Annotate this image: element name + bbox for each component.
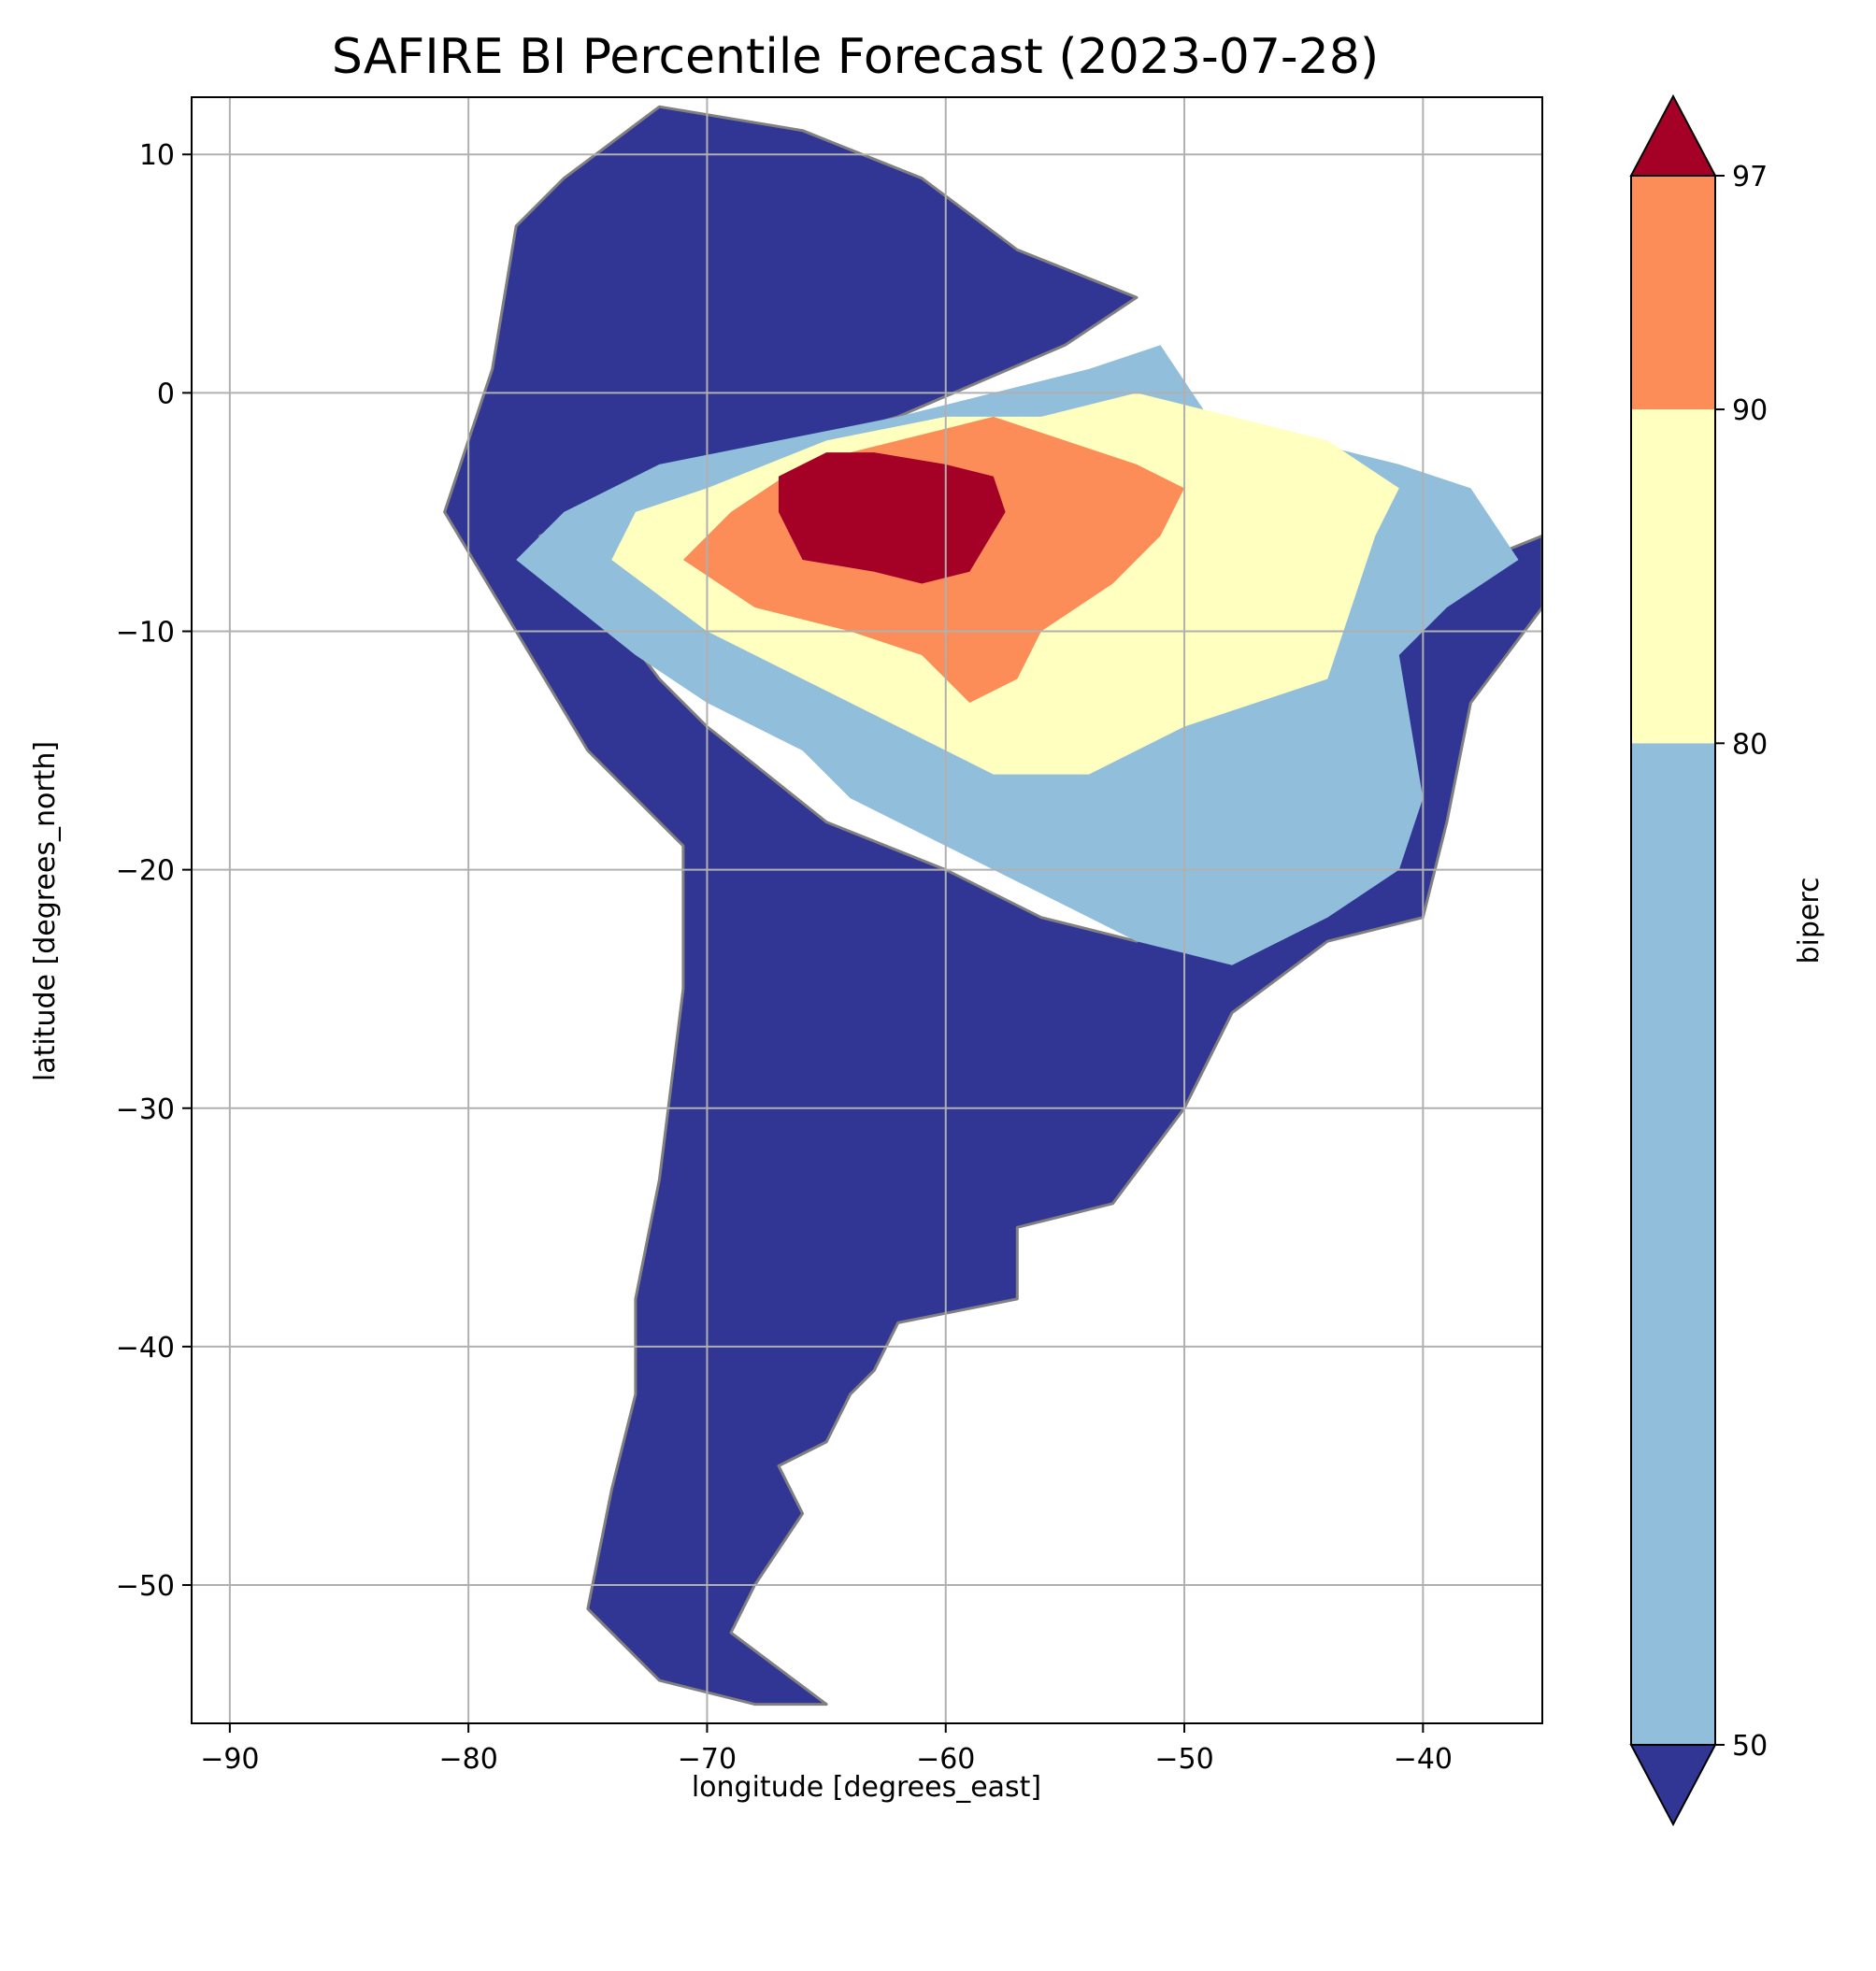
y-tick-label: −20 — [116, 855, 175, 888]
y-tick-label: 0 — [157, 378, 175, 410]
plot-area: −90 −80 −70 −60 −50 −40 10 0 −10 −20 −30 −40 −50 — [116, 96, 1543, 1776]
colorbar-tick-label: 90 — [1732, 394, 1768, 427]
x-tick-label: −90 — [200, 1743, 259, 1776]
y-tick-label: 10 — [139, 139, 175, 172]
x-tick-label: −60 — [916, 1743, 975, 1776]
colorbar-tick-label: 50 — [1732, 1730, 1768, 1763]
colorbar-label: biperc — [1793, 877, 1826, 964]
colorbar-band — [1631, 409, 1715, 744]
biperc-regions — [443, 105, 1542, 1707]
gridlines — [192, 97, 1542, 1723]
colorbar-tick-label: 80 — [1732, 728, 1768, 761]
colorbar-band — [1631, 176, 1715, 410]
y-axis-label: latitude [degrees_north] — [29, 741, 62, 1081]
x-tick-label: −70 — [678, 1743, 737, 1776]
colorbar-tick-label: 97 — [1732, 161, 1768, 193]
x-tick-label: −40 — [1394, 1743, 1453, 1776]
region-1 — [443, 105, 1542, 1707]
colorbar-extend-over — [1629, 93, 1717, 177]
y-tick-label: −40 — [116, 1332, 175, 1364]
colorbar-band — [1631, 743, 1715, 1745]
chart-title: SAFIRE BI Percentile Forecast (2023-07-2… — [332, 29, 1379, 85]
x-axis-ticks: −90 −80 −70 −60 −50 −40 — [200, 1723, 1453, 1776]
colorbar-extend-under — [1629, 1744, 1717, 1827]
y-tick-label: −30 — [116, 1093, 175, 1126]
x-axis-label: longitude [degrees_east] — [692, 1771, 1041, 1804]
colorbar: 50 80 90 97 — [1629, 93, 1768, 1827]
region-5 — [779, 452, 1006, 584]
colorbar-frame — [1630, 175, 1716, 1746]
axes-frame — [191, 96, 1543, 1724]
y-tick-label: −10 — [116, 616, 175, 649]
y-tick-label: −50 — [116, 1570, 175, 1603]
x-tick-label: −80 — [438, 1743, 497, 1776]
x-tick-label: −50 — [1154, 1743, 1213, 1776]
y-axis-ticks: 10 0 −10 −20 −30 −40 −50 — [116, 139, 192, 1603]
